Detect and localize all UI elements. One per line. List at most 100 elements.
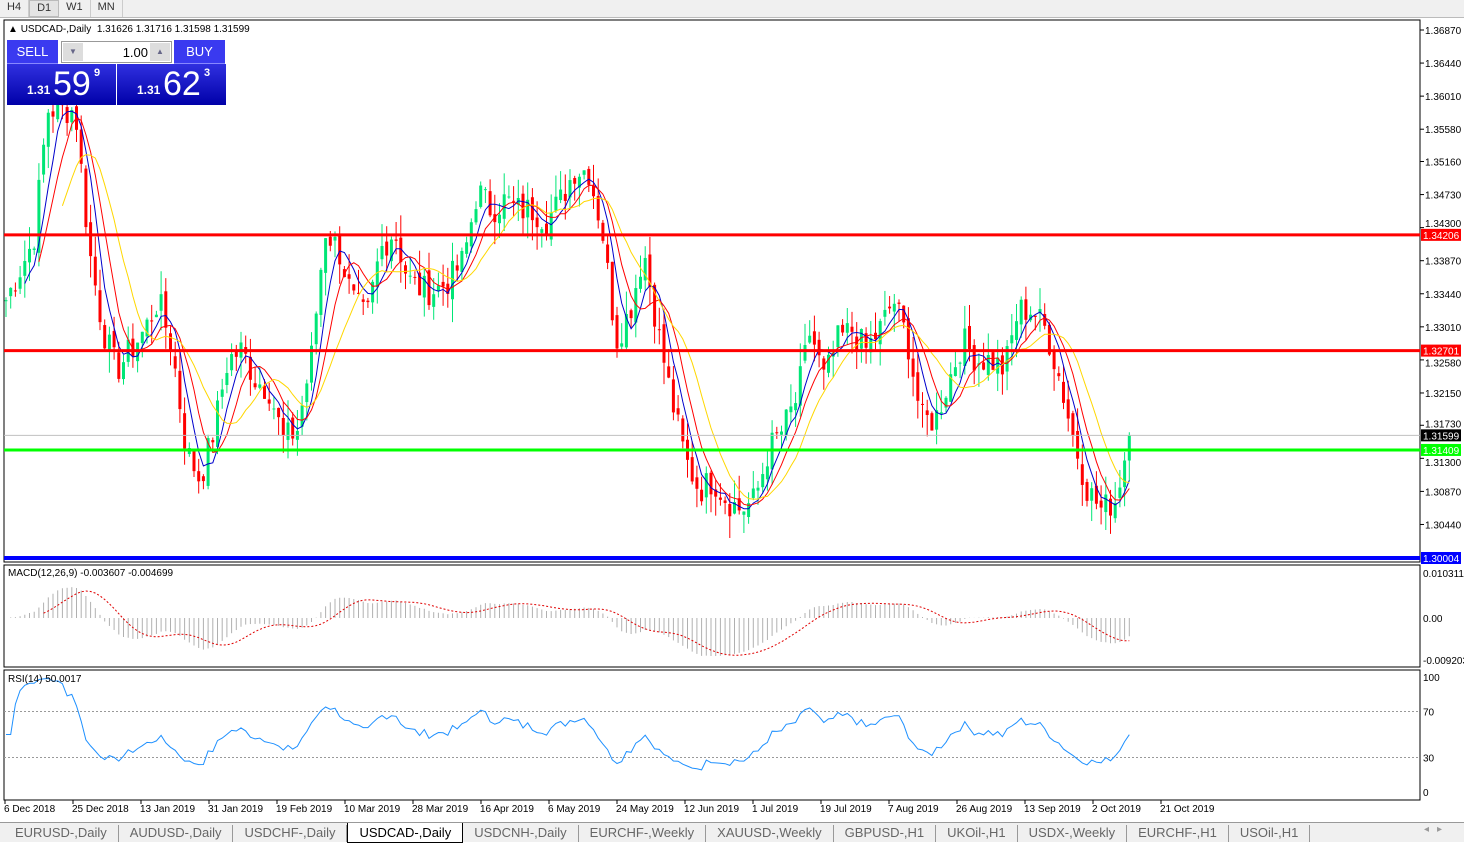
candle-body xyxy=(117,352,121,379)
candle-body xyxy=(888,306,892,309)
candle-body xyxy=(1127,435,1131,461)
chart-tab[interactable]: UKOil-,H1 xyxy=(936,825,1018,842)
candle-body xyxy=(122,362,125,380)
lot-decrease-button[interactable]: ▼ xyxy=(63,43,83,61)
chart-tab[interactable]: USDCNH-,Daily xyxy=(463,825,579,842)
chart-tab[interactable]: USDCAD-,Daily xyxy=(347,823,464,843)
candle-body xyxy=(1047,324,1051,355)
candle-body xyxy=(488,191,492,216)
candle-body xyxy=(51,111,55,117)
candle-body xyxy=(173,356,177,369)
candle-body xyxy=(399,237,403,263)
candle-body xyxy=(911,358,915,377)
candle-body xyxy=(201,476,205,482)
main-panel-frame xyxy=(3,19,1421,563)
ohlc-values: 1.31626 1.31716 1.31598 1.31599 xyxy=(96,24,250,35)
candle-body xyxy=(935,410,939,430)
chart-tab[interactable]: USDX-,Weekly xyxy=(1018,825,1128,842)
chart-tab[interactable]: USOil-,H1 xyxy=(1229,825,1311,842)
candle-body xyxy=(883,309,887,317)
candle-body xyxy=(620,343,624,347)
candle-body xyxy=(498,214,501,224)
candle-body xyxy=(432,294,436,307)
sell-button[interactable]: SELL xyxy=(7,40,58,64)
candle-body xyxy=(892,303,896,312)
candle-body xyxy=(643,257,647,281)
candle-body xyxy=(310,345,313,383)
collapse-triangle-icon[interactable]: ▲ xyxy=(8,24,18,35)
candle-body xyxy=(427,270,431,306)
candle-body xyxy=(42,144,46,175)
candle-body xyxy=(366,300,370,303)
candle-body xyxy=(737,498,741,511)
macd-panel-frame xyxy=(3,564,1421,668)
macd-tick-label: -0.009203 xyxy=(1423,656,1464,667)
candle-body xyxy=(1010,335,1014,344)
candle-body xyxy=(845,323,849,333)
candle-body xyxy=(822,358,826,370)
candle-body xyxy=(991,352,995,370)
lot-increase-button[interactable]: ▲ xyxy=(150,43,170,61)
current-price-label: 1.31599 xyxy=(1423,431,1460,442)
candle-body xyxy=(380,245,384,260)
chart-tab[interactable]: AUDUSD-,Daily xyxy=(119,825,234,842)
candle-body xyxy=(455,265,459,271)
candle-body xyxy=(596,196,600,221)
rsi-tick-label: 100 xyxy=(1423,673,1440,684)
chart-tab[interactable]: USDCHF-,Daily xyxy=(233,825,348,842)
buy-button[interactable]: BUY xyxy=(174,40,225,64)
candle-body xyxy=(812,331,816,345)
sell-price-fraction: 9 xyxy=(94,67,101,79)
candle-body xyxy=(554,196,558,211)
candle-body xyxy=(79,129,83,164)
candle-body xyxy=(267,399,271,404)
candle-body xyxy=(103,325,107,349)
price-tick-label: 1.34730 xyxy=(1425,191,1462,202)
candle-body xyxy=(850,326,854,332)
timeframe-d1[interactable]: D1 xyxy=(29,0,60,17)
candle-body xyxy=(939,412,943,414)
candle-body xyxy=(277,407,281,418)
candle-body xyxy=(1118,487,1122,498)
candle-body xyxy=(441,281,445,287)
ma-slow-line xyxy=(61,154,1130,500)
candle-body xyxy=(667,366,671,378)
timeframe-h4[interactable]: H4 xyxy=(0,0,30,17)
candle-body xyxy=(169,333,172,352)
current-price-badge xyxy=(1421,429,1461,442)
chart-tab[interactable]: GBPUSD-,H1 xyxy=(834,825,937,842)
candle-body xyxy=(164,291,168,328)
rsi-line xyxy=(6,677,1130,771)
candle-body xyxy=(714,489,718,497)
candle-body xyxy=(404,265,407,274)
candle-body xyxy=(563,193,567,201)
rsi-label: RSI(14) 50.0017 xyxy=(8,674,82,685)
chart-tab[interactable]: XAUUSD-,Weekly xyxy=(706,825,834,842)
candle-body xyxy=(1094,485,1098,504)
chart-tab[interactable]: EURCHF-,Weekly xyxy=(579,825,707,842)
candle-body xyxy=(286,422,290,440)
tab-scroll-arrows[interactable]: ◂▸ xyxy=(1423,824,1450,835)
timeframe-mn[interactable]: MN xyxy=(91,0,123,17)
candle-body xyxy=(521,193,525,219)
candle-body xyxy=(56,101,60,120)
chart-tab[interactable]: EURCHF-,H1 xyxy=(1127,825,1229,842)
ma-fast-line xyxy=(24,110,1130,510)
buy-price[interactable]: 1.31 62 3 xyxy=(117,64,226,105)
candle-body xyxy=(474,209,478,223)
candle-body xyxy=(639,276,642,289)
candle-body xyxy=(535,217,539,228)
candle-body xyxy=(18,277,22,289)
candle-body xyxy=(465,242,469,254)
chart-title: USDCAD-,Daily xyxy=(20,24,92,35)
chart-tab[interactable]: EURUSD-,Daily xyxy=(4,825,119,842)
candle-body xyxy=(385,241,389,256)
candle-body xyxy=(483,189,487,191)
timeframe-w1[interactable]: W1 xyxy=(59,0,91,17)
candle-body xyxy=(718,497,722,500)
level-price-label: 1.32701 xyxy=(1423,347,1460,358)
price-chart[interactable]: 1.36870 1.36440 1.36010 1.35580 1.35160 1.347… xyxy=(0,18,1464,822)
sell-price[interactable]: 1.31 59 9 xyxy=(7,64,116,105)
candle-body xyxy=(324,238,328,273)
lot-size-input[interactable] xyxy=(84,42,148,62)
